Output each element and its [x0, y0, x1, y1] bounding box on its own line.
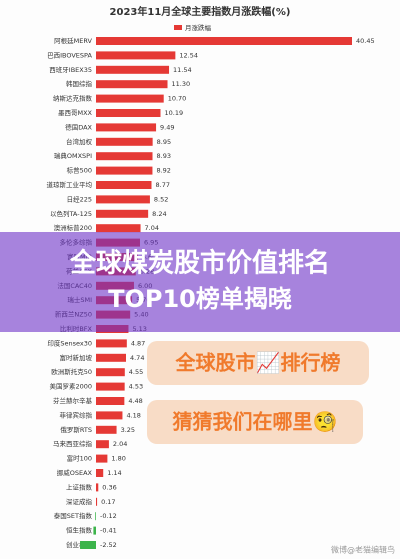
bar: [96, 152, 153, 161]
value-label: 10.70: [168, 95, 187, 103]
bar: [96, 411, 123, 420]
bar: [95, 512, 96, 521]
bar: [96, 123, 157, 132]
bar: [96, 181, 152, 189]
bar: [96, 440, 109, 449]
category-label: 美国罗素2000: [49, 382, 92, 391]
category-label: 澳洲标普200: [54, 223, 92, 232]
bar: [96, 368, 125, 377]
category-label: 芬兰赫尔辛基: [53, 396, 93, 405]
value-label: 8.52: [154, 195, 168, 203]
category-label: 日经225: [67, 194, 92, 203]
bar: [96, 339, 127, 348]
value-label: 1.14: [107, 469, 121, 477]
value-label: 10.19: [164, 109, 183, 117]
value-label: 7.04: [145, 224, 159, 232]
bar: [96, 137, 153, 146]
value-label: -0.41: [100, 527, 117, 535]
value-label: 12.54: [179, 51, 198, 59]
value-label: 9.49: [160, 123, 174, 131]
bar: [96, 65, 170, 74]
value-label: 4.55: [129, 368, 143, 376]
value-label: 0.36: [102, 483, 116, 491]
bar: [96, 195, 150, 204]
category-label: 印度Sensex30: [47, 338, 92, 347]
category-label: 韩国综指: [66, 79, 93, 88]
badge: [147, 400, 363, 444]
chart-title: 2023年11月全球主要指数月涨跌幅(%): [110, 5, 291, 18]
category-label: 富时新加坡: [60, 353, 93, 362]
bar: [96, 209, 149, 218]
category-label: 泰国SET指数: [54, 511, 93, 520]
category-label: 巴西IBOVESPA: [47, 51, 92, 59]
bar: [96, 37, 352, 45]
value-label: 4.48: [128, 397, 142, 405]
value-label: 11.30: [172, 80, 191, 88]
category-label: 纳斯达克指数: [53, 94, 93, 103]
value-label: 8.92: [156, 167, 170, 175]
category-label: 墨西哥MXX: [58, 109, 93, 117]
value-label: 4.74: [130, 354, 144, 362]
bar: [96, 483, 99, 492]
legend-label: 月涨跌幅: [185, 23, 212, 32]
value-label: 2.04: [113, 440, 127, 448]
bar: [93, 526, 96, 535]
value-label: 4.18: [126, 411, 140, 419]
value-label: 40.45: [356, 37, 375, 45]
category-label: 深证成指: [66, 497, 93, 506]
category-label: 菲律宾综指: [60, 410, 93, 419]
category-label: 以色列TA-125: [50, 209, 92, 218]
bar: [96, 382, 125, 391]
category-label: 创业板指: [66, 540, 93, 549]
value-label: 8.24: [152, 210, 166, 218]
value-label: 8.93: [157, 152, 171, 160]
category-label: 俄罗斯RTS: [60, 425, 92, 434]
category-label: 瑞典OMXSPI: [54, 151, 92, 160]
bar: [96, 469, 104, 477]
value-label: 8.77: [156, 181, 170, 189]
bar: [96, 94, 164, 103]
category-label: 挪威OSEAX: [57, 468, 93, 477]
watermark: 微博@老猫编辑鸟: [331, 545, 395, 555]
bar: [80, 541, 96, 549]
value-label: -2.52: [100, 541, 117, 549]
category-label: 道琼斯工业平均: [47, 180, 93, 189]
value-label: 0.17: [101, 498, 115, 506]
bar: [96, 454, 108, 463]
bar: [96, 109, 161, 117]
category-label: 标普500: [67, 166, 92, 175]
banner-line: 全球煤炭股市价值排名: [69, 248, 330, 279]
bar: [96, 80, 168, 89]
category-label: 西班牙IBEX35: [49, 65, 92, 74]
value-label: 8.95: [157, 138, 171, 146]
category-label: 马来西亚综指: [53, 439, 93, 448]
category-label: 欧洲斯托克50: [51, 367, 92, 376]
badge-text: 全球股市📈排行榜: [175, 351, 341, 375]
legend-swatch: [174, 25, 182, 30]
bar: [96, 51, 176, 60]
category-label: 恒生指数: [66, 526, 93, 535]
bar: [96, 353, 126, 362]
category-label: 德国DAX: [65, 122, 92, 131]
category-label: 台湾加权: [66, 137, 93, 146]
badge: [147, 341, 369, 385]
banner: [0, 232, 400, 332]
value-label: 4.87: [131, 339, 145, 347]
value-label: 11.54: [173, 66, 192, 74]
category-label: 富时100: [67, 454, 92, 463]
bar: [96, 397, 125, 405]
bar: [96, 497, 98, 506]
bar: [96, 224, 141, 233]
value-label: -0.12: [100, 512, 117, 520]
value-label: 3.25: [121, 426, 135, 434]
category-label: 上证指数: [66, 482, 93, 491]
badge-text: 猜猜我们在哪里🧐: [172, 410, 338, 434]
value-label: 1.80: [111, 455, 125, 463]
bar: [96, 166, 153, 175]
category-label: 阿根廷MERV: [54, 36, 92, 45]
banner-line: TOP10榜单揭晓: [108, 285, 292, 313]
bar: [96, 425, 117, 434]
value-label: 4.53: [129, 383, 143, 391]
